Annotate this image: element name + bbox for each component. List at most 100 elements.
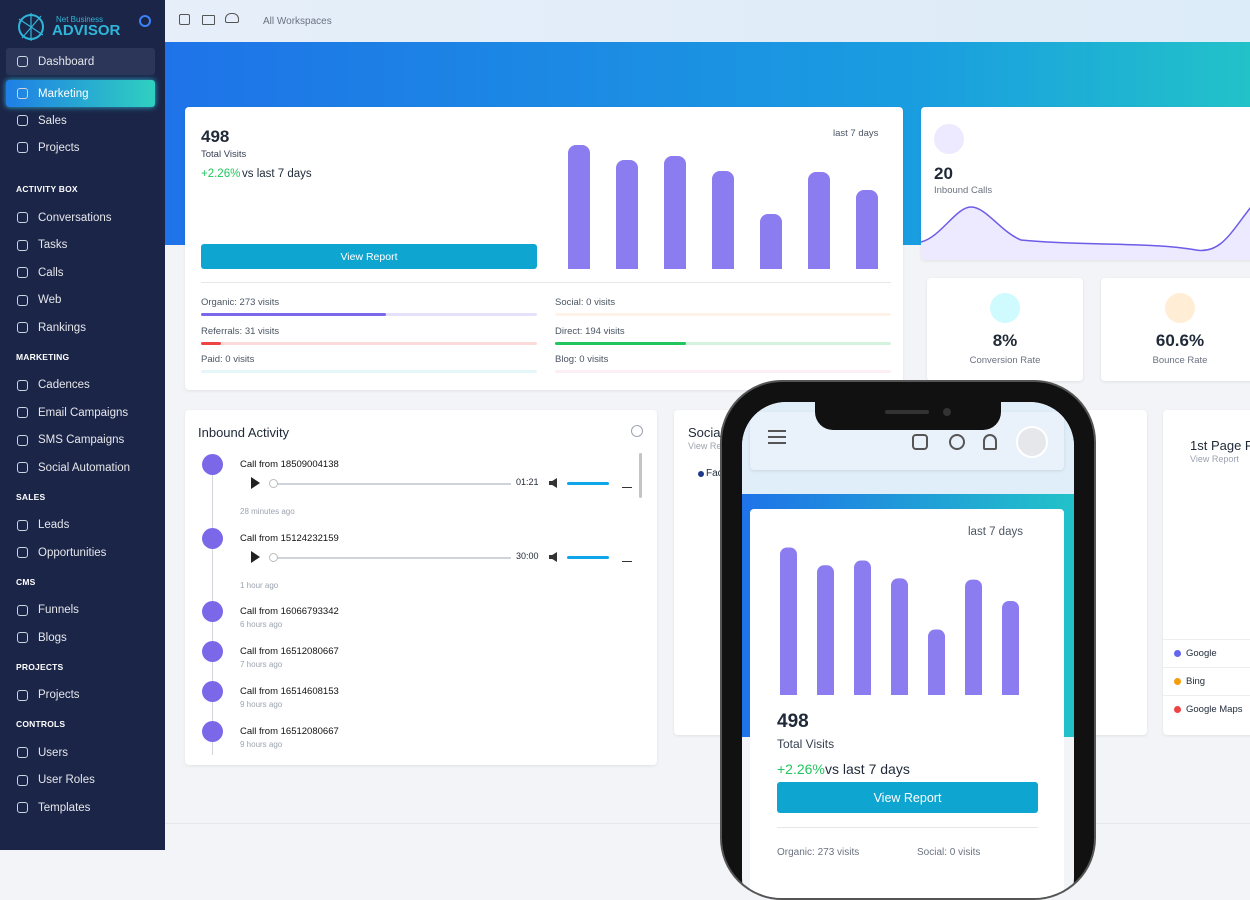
- footer-line: [165, 823, 1250, 824]
- nav-item[interactable]: Social Automation: [6, 454, 155, 481]
- nav-label: Projects: [38, 689, 80, 701]
- volume-bar[interactable]: [567, 556, 609, 559]
- source-track: [555, 370, 891, 373]
- refresh-icon: [990, 293, 1020, 323]
- nav-item[interactable]: Users: [6, 739, 155, 766]
- topbar: All Workspaces: [165, 0, 1250, 42]
- nav-item[interactable]: Calls: [6, 259, 155, 286]
- nav-section-title: SALES: [16, 491, 46, 502]
- audio-thumb[interactable]: [269, 553, 278, 562]
- nav-label: User Roles: [38, 774, 95, 786]
- bar: [568, 145, 590, 269]
- source-track: [555, 341, 891, 345]
- nav-item[interactable]: Email Campaigns: [6, 399, 155, 426]
- phone-notch: [815, 400, 1001, 430]
- nav-item[interactable]: Tasks: [6, 232, 155, 259]
- social-link[interactable]: View Report: [688, 441, 737, 451]
- nav-item[interactable]: Sales: [6, 107, 155, 134]
- logo-top: Net Business: [56, 15, 104, 24]
- avatar[interactable]: [1016, 426, 1048, 458]
- download-icon[interactable]: [622, 477, 632, 488]
- nav-item[interactable]: Projects: [6, 682, 155, 709]
- phone-source: Social: 0 visits: [917, 847, 981, 858]
- play-button[interactable]: [251, 477, 260, 489]
- legend-dot: [1174, 678, 1181, 685]
- nav-icon: [17, 434, 28, 446]
- nav-item[interactable]: Blogs: [6, 624, 155, 651]
- bar-base: [568, 259, 590, 269]
- source-label: Blog: 0 visits: [555, 354, 609, 365]
- bar-base: [780, 685, 797, 695]
- legend-dot: [1174, 650, 1181, 657]
- download-icon[interactable]: [622, 551, 632, 562]
- nav-item[interactable]: Projects: [6, 134, 155, 161]
- call-icon[interactable]: [912, 434, 928, 450]
- legend-label: Google: [1186, 648, 1217, 659]
- nav-icon: [17, 747, 28, 758]
- nav-item[interactable]: Cadences: [6, 372, 155, 399]
- help-icon[interactable]: [631, 425, 643, 437]
- volume-bar[interactable]: [567, 482, 609, 485]
- visits-bar-chart: [568, 145, 878, 269]
- call-title: Call from 16512080667: [240, 726, 339, 737]
- nav-label: Tasks: [38, 239, 68, 251]
- bar: [928, 629, 945, 695]
- nav-icon: [17, 689, 28, 701]
- nav-item[interactable]: SMS Campaigns: [6, 427, 155, 454]
- nav-item[interactable]: Funnels: [6, 597, 155, 624]
- nav-label: Funnels: [38, 604, 79, 616]
- nav-icon: [17, 547, 28, 558]
- nav-label: Opportunities: [38, 546, 107, 559]
- period-select[interactable]: last 7 days: [833, 128, 879, 139]
- call-time: 28 minutes ago: [240, 507, 295, 516]
- conversion-label: Conversion Rate: [969, 355, 1041, 366]
- nav-label: Calls: [38, 266, 64, 279]
- nav-item[interactable]: Conversations: [6, 204, 155, 231]
- social-title: Social: [688, 425, 724, 440]
- phone-view-report-button[interactable]: View Report: [777, 782, 1038, 813]
- phone-visits-change: +2.26%: [777, 761, 825, 777]
- volume-icon[interactable]: [549, 478, 557, 488]
- bell-icon[interactable]: [983, 434, 997, 450]
- bar-base: [664, 259, 686, 269]
- nav-item[interactable]: Leads: [6, 512, 155, 539]
- audio-thumb[interactable]: [269, 479, 278, 488]
- nav-item[interactable]: Templates: [6, 794, 155, 821]
- nav-icon: [17, 322, 28, 333]
- phone-period-select[interactable]: last 7 days: [968, 526, 1023, 538]
- help-icon[interactable]: [949, 434, 965, 450]
- nav-icon: [17, 267, 28, 278]
- settings-icon[interactable]: [139, 15, 151, 27]
- phone-source: Organic: 273 visits: [777, 847, 860, 858]
- bar: [616, 160, 638, 269]
- inbound-calls-value: 20: [934, 164, 953, 183]
- nav-section-title: MARKETING: [16, 351, 70, 362]
- call-title: Call from 16066793342: [240, 606, 339, 617]
- nav-item[interactable]: Web: [6, 287, 155, 314]
- nav-item[interactable]: Marketing: [6, 80, 155, 107]
- call-time: 9 hours ago: [240, 700, 283, 709]
- call-icon: [202, 721, 223, 742]
- workspace-select[interactable]: All Workspaces: [263, 16, 332, 27]
- volume-icon[interactable]: [549, 552, 557, 562]
- nav-item[interactable]: Opportunities: [6, 539, 155, 566]
- nav-section-title: CONTROLS: [16, 719, 66, 729]
- nav-item[interactable]: Rankings: [6, 314, 155, 341]
- rankings-link[interactable]: View Report: [1190, 454, 1239, 464]
- nav-item[interactable]: Dashboard: [6, 48, 155, 75]
- phone-icon: [934, 124, 964, 154]
- sidebar: Net Business ADVISOR Dashboard Marketing S…: [0, 0, 165, 850]
- check-icon[interactable]: [179, 14, 190, 25]
- source-bar: [201, 313, 386, 316]
- nav-item[interactable]: User Roles: [6, 767, 155, 794]
- nav-icon: [17, 294, 28, 306]
- play-button[interactable]: [251, 551, 260, 563]
- folder-icon[interactable]: [202, 15, 215, 25]
- nav-label: Templates: [38, 801, 91, 814]
- upload-icon[interactable]: [225, 13, 239, 23]
- conversion-value: 8%: [992, 331, 1018, 350]
- pulse-icon: [1165, 293, 1195, 323]
- view-report-button[interactable]: View Report: [201, 244, 537, 269]
- logo-icon: [18, 13, 44, 41]
- menu-icon[interactable]: [768, 436, 786, 438]
